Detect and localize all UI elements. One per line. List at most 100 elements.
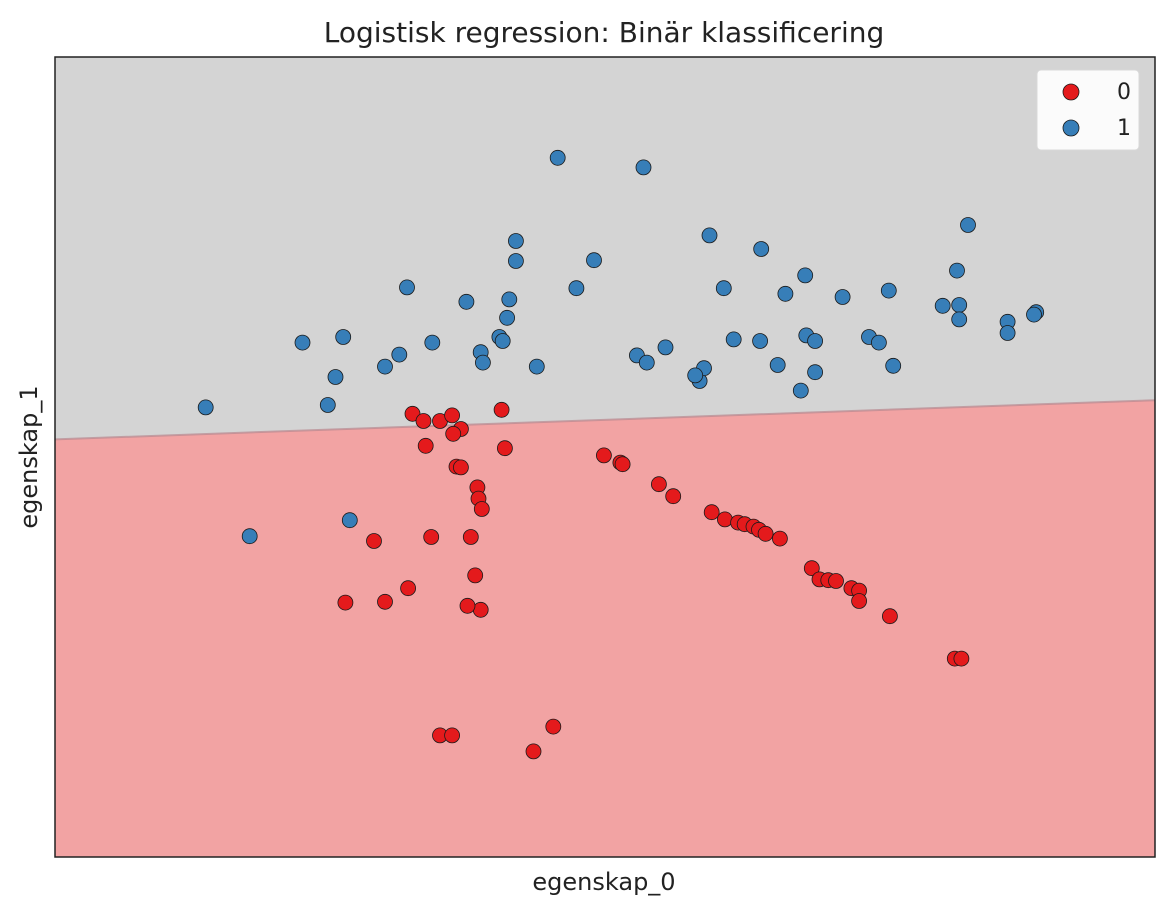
point-class-0-32 <box>703 504 720 521</box>
point-class-0-5 <box>445 425 462 442</box>
point-class-1-53 <box>319 397 336 413</box>
point-class-0-0 <box>404 405 421 422</box>
point-class-0-6 <box>493 401 510 418</box>
legend-marker-class-0 <box>1062 83 1080 101</box>
point-class-1-42 <box>335 329 352 345</box>
point-class-0-22 <box>366 533 382 549</box>
chart-title: Logistisk regression: Binär klassificeri… <box>324 16 885 49</box>
point-class-0-15 <box>467 567 484 584</box>
legend: 0 1 <box>1036 69 1140 151</box>
point-class-0-19 <box>400 580 417 597</box>
point-class-0-29 <box>614 456 631 473</box>
point-class-1-55 <box>241 528 258 545</box>
legend-box <box>1036 69 1140 151</box>
point-class-0-39 <box>772 530 788 547</box>
point-class-0-16 <box>472 601 489 618</box>
point-class-0-30 <box>651 476 667 493</box>
plot-area <box>54 56 1156 858</box>
point-class-0-27 <box>596 447 612 464</box>
point-class-1-32 <box>657 339 674 356</box>
point-class-0-25 <box>545 718 562 735</box>
point-class-1-15 <box>715 280 732 297</box>
point-class-0-46 <box>851 593 867 609</box>
legend-marker-class-1 <box>1062 119 1080 137</box>
point-class-1-46 <box>391 346 408 363</box>
point-class-1-37 <box>687 367 704 384</box>
point-class-1-25 <box>1026 306 1042 323</box>
point-class-1-29 <box>752 333 768 349</box>
point-class-1-54 <box>197 399 214 416</box>
point-class-1-34 <box>638 354 655 371</box>
point-class-1-18 <box>880 282 897 299</box>
point-class-1-41 <box>885 357 902 374</box>
point-class-0-38 <box>757 525 774 542</box>
point-class-1-3 <box>753 241 770 257</box>
point-class-1-40 <box>871 334 887 351</box>
point-class-1-17 <box>834 289 851 305</box>
point-class-0-1 <box>415 413 432 429</box>
point-class-0-43 <box>828 573 844 589</box>
legend-label-class-0: 0 <box>1117 80 1131 105</box>
point-class-1-16 <box>777 285 794 302</box>
point-class-0-7 <box>417 437 434 454</box>
point-class-1-13 <box>949 262 965 279</box>
point-class-1-26 <box>725 331 742 348</box>
point-class-1-1 <box>635 159 652 176</box>
x-axis-label: egenskap_0 <box>532 868 675 896</box>
region-class-1 <box>55 57 1155 440</box>
point-class-1-8 <box>568 280 585 297</box>
point-class-1-23 <box>951 311 968 328</box>
point-class-1-31 <box>769 357 786 373</box>
y-axis-label: egenskap_1 <box>15 385 43 528</box>
point-class-0-49 <box>953 650 970 667</box>
point-class-0-3 <box>444 407 461 424</box>
point-class-1-28 <box>807 333 823 349</box>
point-class-1-43 <box>294 334 311 351</box>
point-class-0-13 <box>473 501 490 517</box>
legend-label-class-1: 1 <box>1117 116 1131 141</box>
point-class-1-49 <box>528 358 545 375</box>
point-class-1-14 <box>797 267 814 284</box>
point-class-0-40 <box>803 560 820 577</box>
point-class-1-0 <box>549 149 566 166</box>
series-class-1 <box>197 149 1045 545</box>
point-class-0-18 <box>377 593 393 610</box>
point-class-1-50 <box>474 354 491 371</box>
point-class-1-51 <box>377 358 393 375</box>
point-class-1-4 <box>960 217 976 233</box>
point-class-1-9 <box>399 279 415 296</box>
point-class-0-14 <box>462 529 479 545</box>
plot-frame <box>54 56 1156 858</box>
point-class-1-7 <box>586 252 602 269</box>
point-class-1-12 <box>499 309 516 326</box>
point-class-1-19 <box>934 297 951 314</box>
point-class-0-31 <box>665 488 682 505</box>
point-class-1-2 <box>701 227 718 244</box>
point-class-0-24 <box>444 727 461 744</box>
decision-boundary <box>54 399 1156 441</box>
point-class-1-20 <box>951 297 968 313</box>
point-class-1-30 <box>807 364 823 381</box>
point-class-0-47 <box>882 608 898 625</box>
point-class-1-5 <box>508 233 524 249</box>
point-class-0-20 <box>423 529 440 545</box>
region-class-0 <box>55 400 1155 857</box>
point-class-1-6 <box>508 253 524 269</box>
point-class-1-44 <box>424 334 441 351</box>
point-class-1-48 <box>494 333 511 349</box>
point-class-1-52 <box>327 369 344 385</box>
point-class-0-33 <box>717 511 733 528</box>
point-class-1-38 <box>792 382 809 399</box>
point-class-1-56 <box>341 512 358 529</box>
point-class-0-17 <box>459 597 476 614</box>
point-class-1-10 <box>458 293 475 310</box>
point-class-1-24 <box>999 325 1016 341</box>
points-layer <box>197 149 1045 760</box>
point-class-1-11 <box>501 291 518 308</box>
series-class-0 <box>337 401 970 760</box>
point-class-0-8 <box>496 440 513 457</box>
point-class-0-26 <box>525 743 542 760</box>
point-class-0-21 <box>337 594 354 611</box>
point-class-0-10 <box>452 459 469 476</box>
